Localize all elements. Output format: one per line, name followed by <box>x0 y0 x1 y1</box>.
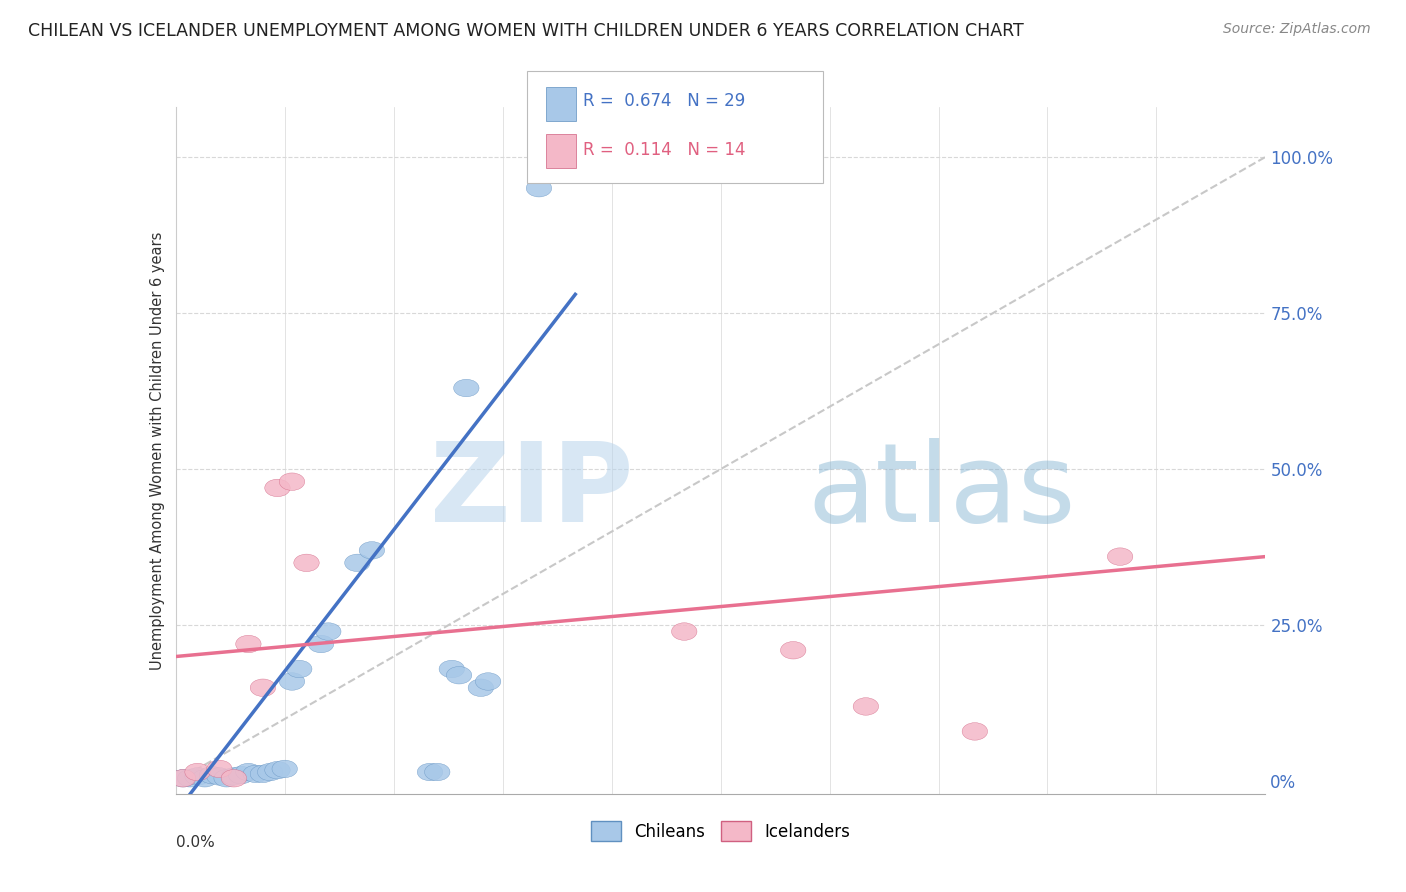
Ellipse shape <box>207 768 232 785</box>
Ellipse shape <box>425 764 450 780</box>
Ellipse shape <box>672 623 697 640</box>
Ellipse shape <box>344 554 370 572</box>
Ellipse shape <box>287 660 312 678</box>
Ellipse shape <box>250 765 276 782</box>
Ellipse shape <box>184 764 211 780</box>
Ellipse shape <box>454 379 479 397</box>
Ellipse shape <box>250 679 276 697</box>
Ellipse shape <box>418 764 443 780</box>
Ellipse shape <box>170 770 195 787</box>
Legend: Chileans, Icelanders: Chileans, Icelanders <box>583 814 858 847</box>
Ellipse shape <box>359 541 385 559</box>
Text: atlas: atlas <box>807 438 1076 545</box>
Ellipse shape <box>221 770 246 787</box>
Ellipse shape <box>184 768 211 785</box>
Ellipse shape <box>446 666 472 684</box>
Ellipse shape <box>200 766 225 784</box>
Y-axis label: Unemployment Among Women with Children Under 6 years: Unemployment Among Women with Children U… <box>149 231 165 670</box>
Ellipse shape <box>439 660 464 678</box>
Ellipse shape <box>280 673 305 690</box>
Ellipse shape <box>257 764 283 780</box>
Ellipse shape <box>271 760 298 778</box>
Ellipse shape <box>264 762 290 779</box>
Ellipse shape <box>228 766 254 784</box>
Ellipse shape <box>243 765 269 782</box>
Ellipse shape <box>236 635 262 653</box>
Ellipse shape <box>170 770 195 787</box>
Ellipse shape <box>193 770 218 787</box>
Ellipse shape <box>526 179 551 197</box>
Ellipse shape <box>280 473 305 491</box>
Ellipse shape <box>308 635 333 653</box>
Ellipse shape <box>236 764 262 780</box>
Ellipse shape <box>962 723 987 740</box>
Ellipse shape <box>294 554 319 572</box>
Ellipse shape <box>315 623 342 640</box>
Ellipse shape <box>853 698 879 715</box>
Ellipse shape <box>207 760 232 778</box>
Ellipse shape <box>264 479 290 497</box>
Text: Source: ZipAtlas.com: Source: ZipAtlas.com <box>1223 22 1371 37</box>
Ellipse shape <box>780 641 806 659</box>
Text: 0.0%: 0.0% <box>176 835 215 850</box>
Text: ZIP: ZIP <box>430 438 633 545</box>
Ellipse shape <box>221 768 246 785</box>
Ellipse shape <box>475 673 501 690</box>
Text: R =  0.674   N = 29: R = 0.674 N = 29 <box>583 93 745 111</box>
Text: CHILEAN VS ICELANDER UNEMPLOYMENT AMONG WOMEN WITH CHILDREN UNDER 6 YEARS CORREL: CHILEAN VS ICELANDER UNEMPLOYMENT AMONG … <box>28 22 1024 40</box>
Ellipse shape <box>177 770 202 787</box>
Text: R =  0.114   N = 14: R = 0.114 N = 14 <box>583 141 747 159</box>
Ellipse shape <box>1108 548 1133 566</box>
Ellipse shape <box>214 770 239 787</box>
Ellipse shape <box>468 679 494 697</box>
